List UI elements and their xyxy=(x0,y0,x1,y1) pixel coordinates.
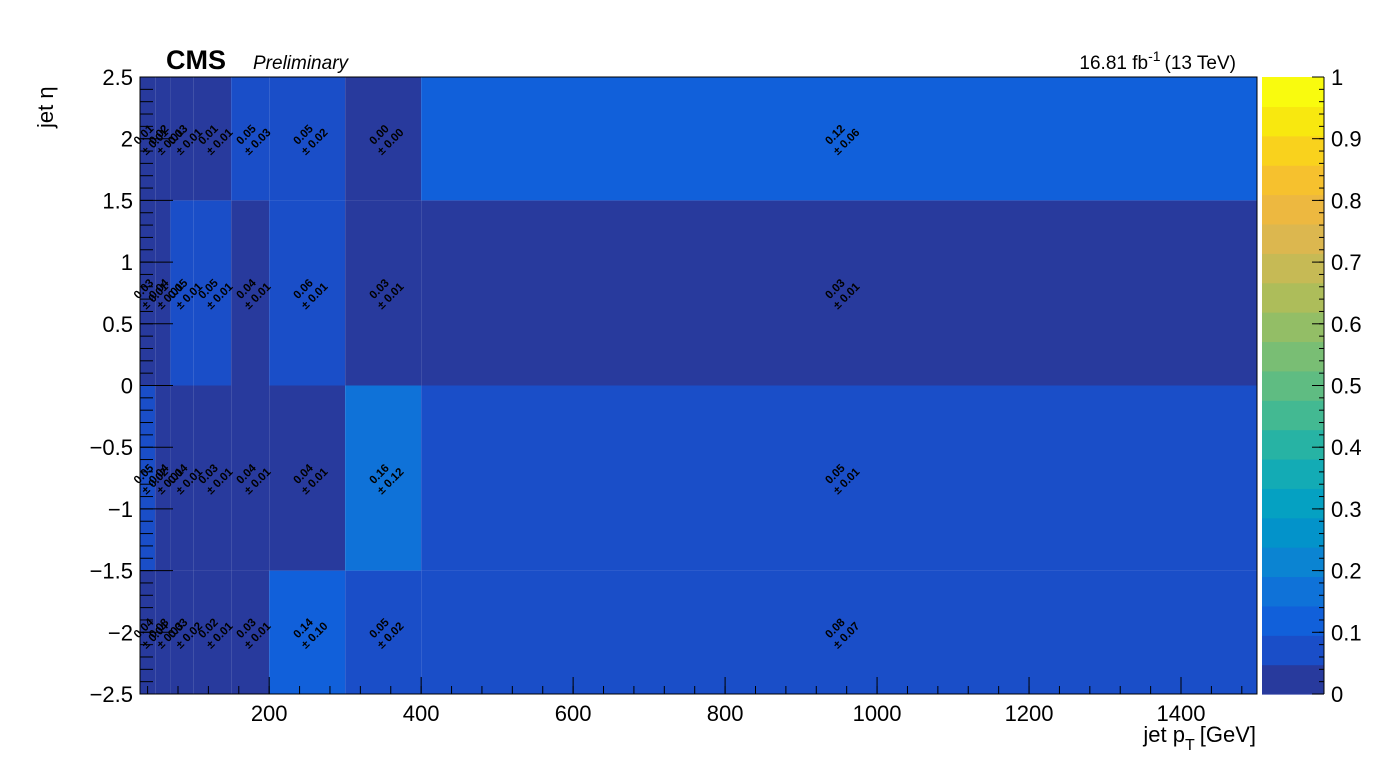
heatmap-cell xyxy=(193,200,232,386)
heatmap-cell xyxy=(345,385,422,571)
heatmap-cell xyxy=(170,200,194,386)
x-axis: 200 400 600 800 1000 1200 1400 xyxy=(147,677,1243,726)
heatmap-cell xyxy=(231,570,270,694)
color-scale-band xyxy=(1262,312,1324,343)
status-label: Preliminary xyxy=(253,53,350,74)
x-tick-label: 1400 xyxy=(1157,701,1206,726)
heatmap-cell xyxy=(345,570,422,694)
color-scale-band xyxy=(1262,194,1324,225)
heatmap-cell xyxy=(155,200,171,386)
heatmap-cell xyxy=(170,570,194,694)
color-scale-band xyxy=(1262,605,1324,636)
heatmap-cell xyxy=(421,570,1257,694)
y-tick-label: −1 xyxy=(108,497,133,522)
color-scale-band xyxy=(1262,135,1324,166)
x-axis-title: jet pT [GeV] xyxy=(1142,722,1256,754)
heatmap-cell xyxy=(193,385,232,571)
color-scale-band xyxy=(1262,282,1324,313)
z-tick-label: 0.5 xyxy=(1331,374,1362,399)
x-tick-label: 400 xyxy=(403,701,440,726)
z-tick-label: 0 xyxy=(1331,682,1343,707)
color-scale-band xyxy=(1262,576,1324,607)
heatmap-cell xyxy=(269,200,346,386)
x-tick-label: 1000 xyxy=(853,701,902,726)
z-tick-label: 0.6 xyxy=(1331,312,1362,337)
color-scale-band xyxy=(1262,106,1324,137)
y-axis-title: jet η xyxy=(33,86,58,129)
y-tick-label: −2 xyxy=(108,620,133,645)
y-tick-label: 1.5 xyxy=(102,188,133,213)
luminosity-value: 16.81 fb xyxy=(1079,53,1148,74)
color-scale-axis: 0 0.1 0.2 0.3 0.4 0.5 0.6 0.7 0.8 0.9 1 xyxy=(1312,65,1362,707)
z-tick-label: 0.1 xyxy=(1331,620,1362,645)
heatmap-cell xyxy=(193,570,232,694)
heatmap-cell xyxy=(170,385,194,571)
x-tick-label: 800 xyxy=(707,701,744,726)
color-scale-band xyxy=(1262,488,1324,519)
heatmap-cell xyxy=(421,77,1257,201)
color-scale-bar xyxy=(1262,77,1324,695)
heatmap-cell xyxy=(345,200,422,386)
color-scale-band xyxy=(1262,341,1324,372)
heatmap-cell xyxy=(140,200,156,386)
energy-value: (13 TeV) xyxy=(1165,53,1236,74)
y-tick-label: −1.5 xyxy=(90,559,133,584)
z-tick-label: 0.4 xyxy=(1331,435,1362,460)
heatmap-cell xyxy=(231,200,270,386)
color-scale-band xyxy=(1262,664,1324,695)
z-tick-label: 0.9 xyxy=(1331,127,1362,152)
color-scale-band xyxy=(1262,517,1324,548)
heatmap-cell xyxy=(231,77,270,201)
heatmap-cell xyxy=(421,385,1257,571)
color-scale-band xyxy=(1262,547,1324,578)
x-tick-label: 200 xyxy=(251,701,288,726)
luminosity-label: 16.81 fb-1 (13 TeV) xyxy=(1079,48,1236,74)
z-tick-label: 1 xyxy=(1331,65,1343,90)
y-tick-label: 2 xyxy=(121,127,133,152)
heatmap-cell xyxy=(193,77,232,201)
y-tick-label: 0 xyxy=(121,374,133,399)
heatmap-cell xyxy=(345,77,422,201)
z-tick-label: 0.2 xyxy=(1331,559,1362,584)
y-tick-label: −0.5 xyxy=(90,435,133,460)
y-tick-label: 2.5 xyxy=(102,65,133,90)
experiment-label: CMS xyxy=(166,45,226,75)
y-axis: −2.5 −2 −1.5 −1 −0.5 0 0.5 1 1.5 2 2.5 xyxy=(90,65,173,707)
color-scale-band xyxy=(1262,400,1324,431)
heatmap-cell xyxy=(269,570,346,694)
x-axis-title-main: jet p xyxy=(1142,722,1185,747)
x-tick-label: 1200 xyxy=(1005,701,1054,726)
color-scale-band xyxy=(1262,429,1324,460)
heatmap-cell xyxy=(269,77,346,201)
color-scale-band xyxy=(1262,77,1324,107)
x-axis-title-unit: [GeV] xyxy=(1200,722,1256,747)
heatmap-cell xyxy=(269,385,346,571)
z-tick-label: 0.3 xyxy=(1331,497,1362,522)
x-axis-title-subscript: T xyxy=(1185,737,1195,754)
heatmap-cell xyxy=(231,385,270,571)
heatmap-cell xyxy=(421,200,1257,386)
heatmap-cell xyxy=(140,385,156,571)
y-tick-label: 0.5 xyxy=(102,312,133,337)
y-tick-label: −2.5 xyxy=(90,682,133,707)
color-scale-band xyxy=(1262,253,1324,284)
z-tick-label: 0.8 xyxy=(1331,188,1362,213)
heatmap-cells xyxy=(140,77,1257,694)
color-scale-band xyxy=(1262,635,1324,666)
color-scale-band xyxy=(1262,458,1324,489)
color-scale-band xyxy=(1262,223,1324,254)
z-tick-label: 0.7 xyxy=(1331,250,1362,275)
y-tick-label: 1 xyxy=(121,250,133,275)
x-tick-label: 600 xyxy=(555,701,592,726)
luminosity-exponent: -1 xyxy=(1148,48,1161,64)
heatmap-cell xyxy=(155,385,171,571)
color-scale-band xyxy=(1262,165,1324,196)
heatmap-cell xyxy=(170,77,194,201)
